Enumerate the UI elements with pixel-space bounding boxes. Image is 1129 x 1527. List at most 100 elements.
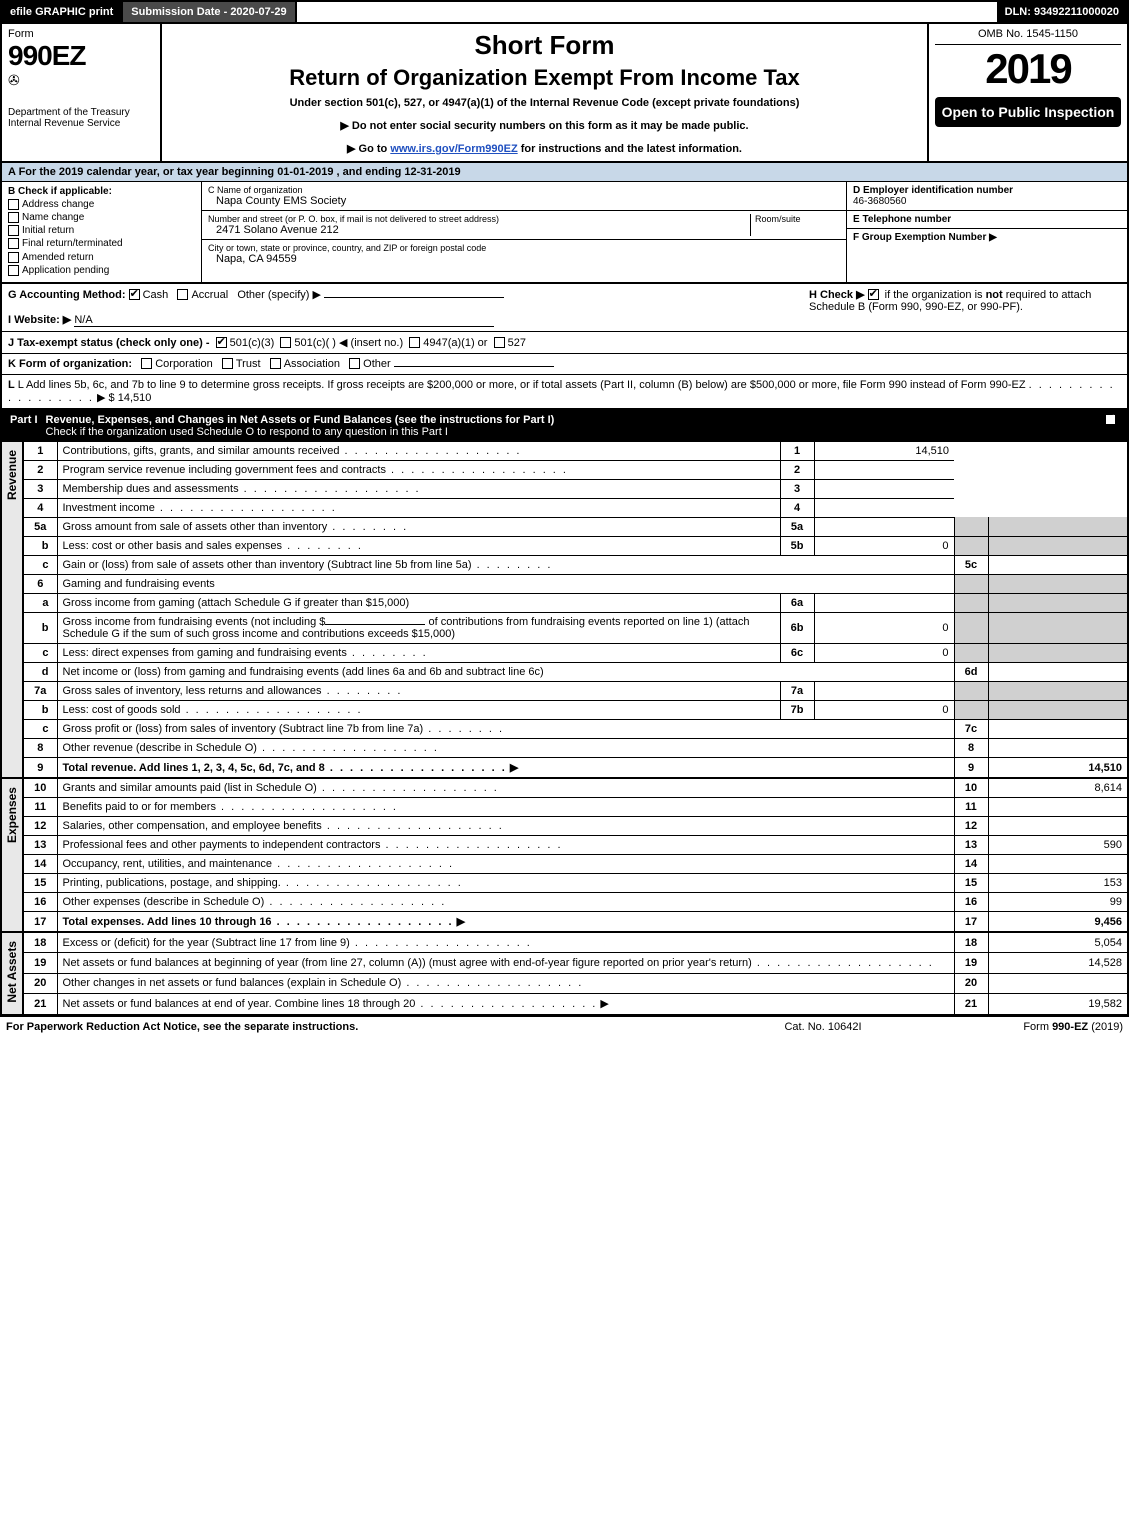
chk-corp[interactable] — [141, 358, 152, 369]
open-public-badge: Open to Public Inspection — [935, 97, 1121, 127]
goto-line: ▶ Go to www.irs.gov/Form990EZ for instru… — [172, 142, 917, 155]
line-4: 4Investment income4 — [23, 498, 1128, 517]
line-8: 8Other revenue (describe in Schedule O)8 — [23, 739, 1128, 758]
line-7a: 7aGross sales of inventory, less returns… — [23, 682, 1128, 701]
row-l: L L Add lines 5b, 6c, and 7b to line 9 t… — [0, 375, 1129, 410]
col-d-ein: D Employer identification number 46-3680… — [847, 182, 1127, 282]
line-13: 13Professional fees and other payments t… — [23, 836, 1128, 855]
city-block: City or town, state or province, country… — [202, 240, 846, 268]
line-9: 9Total revenue. Add lines 1, 2, 3, 4, 5c… — [23, 758, 1128, 779]
sidelabel-revenue: Revenue — [0, 442, 22, 780]
line-17: 17Total expenses. Add lines 10 through 1… — [23, 912, 1128, 933]
chk-501c3[interactable] — [216, 337, 227, 348]
line-6b: bGross income from fundraising events (n… — [23, 613, 1128, 644]
revenue-section: Revenue 1Contributions, gifts, grants, a… — [0, 442, 1129, 780]
chk-application-pending[interactable]: Application pending — [8, 265, 195, 276]
entity-block: B Check if applicable: Address change Na… — [0, 182, 1129, 284]
line-6c: cLess: direct expenses from gaming and f… — [23, 644, 1128, 663]
chk-527[interactable] — [494, 337, 505, 348]
net-assets-section: Net Assets 18Excess or (deficit) for the… — [0, 933, 1129, 1016]
page-footer: For Paperwork Reduction Act Notice, see … — [0, 1016, 1129, 1037]
short-form-title: Short Form — [172, 30, 917, 61]
line-6d: dNet income or (loss) from gaming and fu… — [23, 663, 1128, 682]
chk-initial-return[interactable]: Initial return — [8, 225, 195, 236]
chk-other[interactable] — [349, 358, 360, 369]
line-5b: bLess: cost or other basis and sales exp… — [23, 537, 1128, 556]
org-name-label: C Name of organization — [208, 185, 840, 195]
j-label: J Tax-exempt status (check only one) - — [8, 337, 210, 349]
ein-label: D Employer identification number — [853, 185, 1121, 196]
efile-label[interactable]: efile GRAPHIC print — [2, 2, 123, 22]
sidelabel-expenses: Expenses — [0, 779, 22, 933]
line-6: 6Gaming and fundraising events — [23, 575, 1128, 594]
part1-check-text: Check if the organization used Schedule … — [46, 426, 448, 438]
h-label: H Check ▶ — [809, 289, 865, 301]
dept-treasury: Department of the Treasury — [8, 107, 154, 118]
line-10: 10Grants and similar amounts paid (list … — [23, 779, 1128, 798]
line-7c: cGross profit or (loss) from sales of in… — [23, 720, 1128, 739]
line-3: 3Membership dues and assessments3 — [23, 479, 1128, 498]
line-19: 19Net assets or fund balances at beginni… — [23, 953, 1128, 973]
chk-address-change[interactable]: Address change — [8, 199, 195, 210]
room-label: Room/suite — [755, 214, 840, 224]
dln-label: DLN: 93492211000020 — [997, 2, 1127, 22]
col-b-title: B Check if applicable: — [8, 186, 195, 197]
chk-501c[interactable] — [280, 337, 291, 348]
line-15: 15Printing, publications, postage, and s… — [23, 874, 1128, 893]
submission-date: Submission Date - 2020-07-29 — [123, 2, 296, 22]
irs-glyph: ✇ — [8, 72, 154, 89]
footer-catno: Cat. No. 10642I — [723, 1021, 923, 1033]
street-block: Number and street (or P. O. box, if mail… — [202, 211, 846, 240]
chk-assoc[interactable] — [270, 358, 281, 369]
form-number: 990EZ — [8, 40, 154, 72]
i-label: I Website: ▶ — [8, 314, 71, 326]
part1-header: Part I Revenue, Expenses, and Changes in… — [0, 410, 1129, 442]
city-label: City or town, state or province, country… — [208, 243, 840, 253]
row-k: K Form of organization: Corporation Trus… — [0, 354, 1129, 375]
line-2: 2Program service revenue including gover… — [23, 460, 1128, 479]
line-11: 11Benefits paid to or for members11 — [23, 798, 1128, 817]
line-5a: 5aGross amount from sale of assets other… — [23, 517, 1128, 537]
omb-number: OMB No. 1545-1150 — [935, 28, 1121, 45]
col-c-org-info: C Name of organization Napa County EMS S… — [202, 182, 847, 282]
part1-title: Revenue, Expenses, and Changes in Net As… — [46, 414, 555, 426]
line-6a: aGross income from gaming (attach Schedu… — [23, 594, 1128, 613]
l-amount: ▶ $ 14,510 — [97, 392, 151, 404]
chk-final-return[interactable]: Final return/terminated — [8, 238, 195, 249]
top-bar: efile GRAPHIC print Submission Date - 20… — [0, 0, 1129, 24]
line-20: 20Other changes in net assets or fund ba… — [23, 973, 1128, 993]
ein-value: 46-3680560 — [853, 196, 1121, 207]
street-label: Number and street (or P. O. box, if mail… — [208, 214, 750, 224]
chk-amended-return[interactable]: Amended return — [8, 252, 195, 263]
phone-label: E Telephone number — [853, 214, 1121, 225]
form-label: Form — [8, 28, 154, 40]
part1-check[interactable] — [1105, 414, 1116, 425]
header-center: Short Form Return of Organization Exempt… — [162, 24, 927, 161]
g-label: G Accounting Method: — [8, 289, 126, 301]
org-name: Napa County EMS Society — [208, 195, 840, 207]
street-value: 2471 Solano Avenue 212 — [208, 224, 750, 236]
chk-h[interactable] — [868, 289, 879, 300]
no-ssn-line: ▶ Do not enter social security numbers o… — [172, 119, 917, 132]
irs-link[interactable]: www.irs.gov/Form990EZ — [390, 143, 517, 155]
chk-trust[interactable] — [222, 358, 233, 369]
row-a-tax-year: A For the 2019 calendar year, or tax yea… — [0, 163, 1129, 182]
header-right: OMB No. 1545-1150 2019 Open to Public In… — [927, 24, 1127, 161]
row-j: J Tax-exempt status (check only one) - 5… — [0, 332, 1129, 354]
chk-cash[interactable] — [129, 289, 140, 300]
chk-name-change[interactable]: Name change — [8, 212, 195, 223]
irs-label: Internal Revenue Service — [8, 118, 154, 129]
line-5c: cGain or (loss) from sale of assets othe… — [23, 556, 1128, 575]
other-specify-input[interactable] — [324, 297, 504, 298]
col-b-checkboxes: B Check if applicable: Address change Na… — [2, 182, 202, 282]
expenses-section: Expenses 10Grants and similar amounts pa… — [0, 779, 1129, 933]
chk-accrual[interactable] — [177, 289, 188, 300]
website-value: N/A — [74, 314, 494, 327]
footer-form: Form 990-EZ (2019) — [923, 1021, 1123, 1033]
ein-block: D Employer identification number 46-3680… — [847, 182, 1127, 211]
chk-4947[interactable] — [409, 337, 420, 348]
form-header: Form 990EZ ✇ Department of the Treasury … — [0, 24, 1129, 163]
line-12: 12Salaries, other compensation, and empl… — [23, 817, 1128, 836]
part1-num: Part I — [10, 414, 46, 438]
city-value: Napa, CA 94559 — [208, 253, 840, 265]
